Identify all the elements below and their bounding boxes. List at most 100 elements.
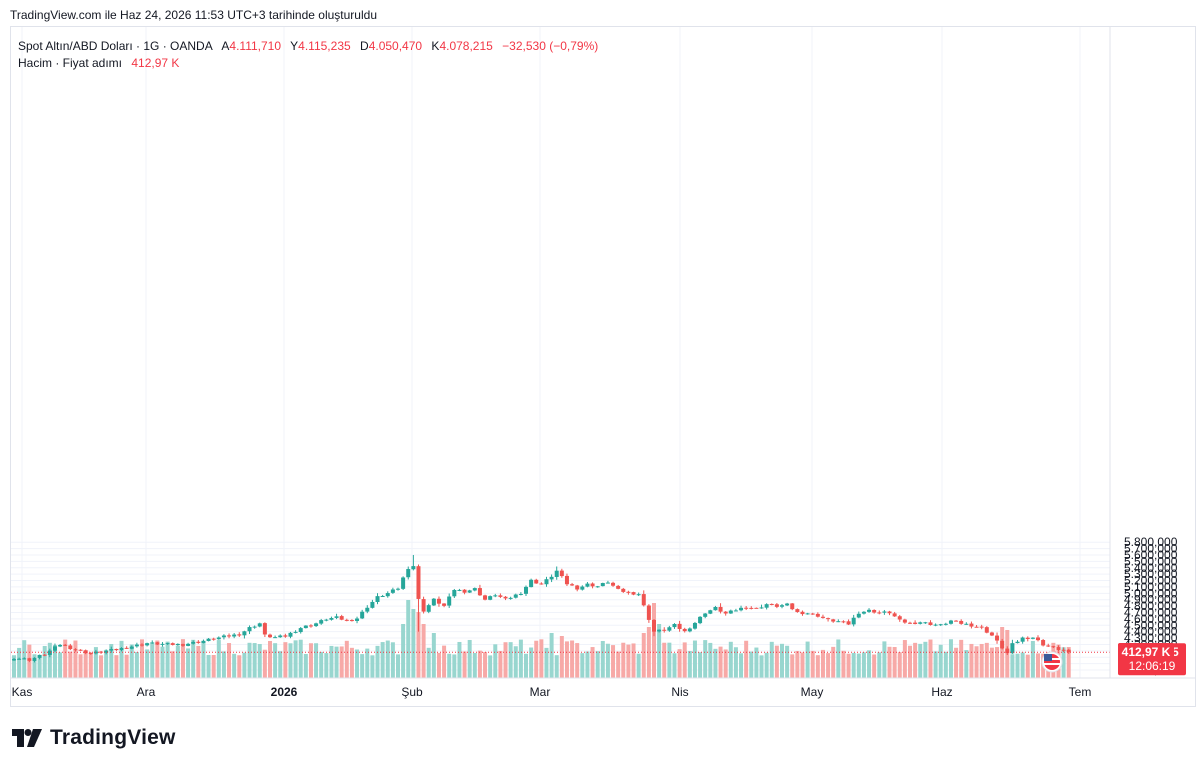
brand[interactable]: TradingView bbox=[12, 726, 176, 750]
candle bbox=[1046, 643, 1051, 648]
candle bbox=[257, 622, 262, 628]
volume-bar bbox=[303, 653, 308, 678]
close-label: K bbox=[431, 39, 440, 53]
candle-body bbox=[1015, 641, 1020, 644]
volume-bar bbox=[196, 645, 201, 678]
candle bbox=[227, 633, 232, 639]
candle-body bbox=[109, 649, 114, 651]
candle-body bbox=[513, 594, 518, 598]
candle-body bbox=[186, 643, 191, 646]
candle bbox=[134, 642, 139, 648]
candle bbox=[124, 646, 129, 650]
candle bbox=[191, 640, 196, 645]
candle-body bbox=[739, 607, 744, 611]
candle bbox=[206, 638, 211, 642]
candle bbox=[872, 609, 877, 614]
candle bbox=[88, 651, 93, 655]
volume-bar bbox=[820, 649, 825, 678]
candle bbox=[385, 591, 390, 598]
candle-body bbox=[124, 647, 129, 649]
candle-body bbox=[908, 622, 912, 624]
candle-body bbox=[769, 603, 774, 605]
candle-body bbox=[160, 643, 165, 645]
candle-body bbox=[247, 627, 252, 632]
candle bbox=[160, 642, 165, 647]
volume-bar bbox=[488, 655, 493, 678]
candle bbox=[739, 605, 744, 612]
candle-body bbox=[252, 626, 257, 628]
us-flag-icon[interactable] bbox=[1041, 651, 1063, 673]
candle bbox=[611, 581, 616, 587]
candle-body bbox=[344, 619, 349, 621]
candle-body bbox=[211, 638, 216, 640]
volume-bar bbox=[657, 624, 662, 678]
candle-body bbox=[390, 589, 395, 593]
candle-body bbox=[349, 620, 354, 622]
low-label: D bbox=[360, 39, 369, 53]
volume-bar bbox=[47, 642, 52, 678]
volume-bar bbox=[431, 633, 436, 678]
volume-bar bbox=[365, 648, 370, 678]
candle-body bbox=[191, 641, 196, 644]
tradingview-logo-icon bbox=[12, 729, 42, 747]
candle-body bbox=[32, 657, 37, 661]
candle bbox=[462, 589, 467, 595]
candle bbox=[774, 603, 779, 609]
candle-body bbox=[687, 628, 692, 632]
candle bbox=[959, 619, 964, 625]
candle-body bbox=[288, 632, 293, 637]
candle bbox=[12, 657, 16, 661]
candle-body bbox=[831, 619, 836, 622]
candle bbox=[472, 587, 477, 592]
candle-body bbox=[508, 597, 513, 599]
candle bbox=[544, 576, 549, 587]
candle-body bbox=[237, 634, 242, 636]
symbol-title[interactable]: Spot Altın/ABD Doları · 1G · OANDA bbox=[18, 39, 213, 53]
candle bbox=[334, 613, 339, 620]
candle-body bbox=[1051, 646, 1056, 648]
volume-badge: 412,97 K bbox=[1118, 643, 1174, 661]
volume-bar bbox=[467, 639, 472, 678]
candle bbox=[759, 604, 764, 609]
time-tick-label: May bbox=[801, 685, 824, 699]
volume-bar bbox=[908, 645, 912, 678]
volume-bar bbox=[513, 646, 518, 678]
high-label: Y bbox=[290, 39, 299, 53]
candle bbox=[278, 634, 283, 638]
volume-bar bbox=[385, 640, 390, 678]
volume-label[interactable]: Hacim · Fiyat adımı bbox=[18, 56, 123, 70]
volume-bar bbox=[124, 654, 129, 678]
volume-bar bbox=[242, 652, 247, 678]
volume-bar bbox=[913, 642, 918, 678]
volume-bar bbox=[150, 643, 155, 678]
candle-body bbox=[805, 613, 810, 615]
price-tick-label: 5.100,000 bbox=[1124, 580, 1178, 594]
candle-body bbox=[626, 591, 631, 593]
candle-body bbox=[826, 618, 831, 620]
candle bbox=[268, 633, 272, 638]
candle-body bbox=[943, 623, 948, 625]
volume-bar bbox=[687, 651, 692, 678]
candle bbox=[744, 606, 749, 611]
candle-body bbox=[570, 584, 575, 586]
candle bbox=[995, 632, 1000, 644]
candle bbox=[232, 633, 237, 639]
candle-body bbox=[652, 619, 656, 632]
time-tick-label: Ara bbox=[137, 685, 156, 699]
candle-body bbox=[308, 625, 313, 627]
candle-body bbox=[554, 570, 559, 577]
volume-bar bbox=[324, 653, 329, 678]
volume-bar bbox=[902, 640, 907, 678]
candle-body bbox=[580, 586, 585, 590]
candle bbox=[846, 619, 851, 626]
candle-body bbox=[728, 610, 733, 614]
candle bbox=[652, 618, 656, 637]
volume-bar bbox=[426, 647, 431, 678]
candle bbox=[754, 607, 759, 609]
candle-body bbox=[800, 611, 805, 615]
volume-bar bbox=[319, 651, 324, 678]
candle-body bbox=[165, 643, 170, 645]
close-value: 4.078,215 bbox=[439, 39, 493, 53]
candle-body bbox=[841, 621, 846, 623]
